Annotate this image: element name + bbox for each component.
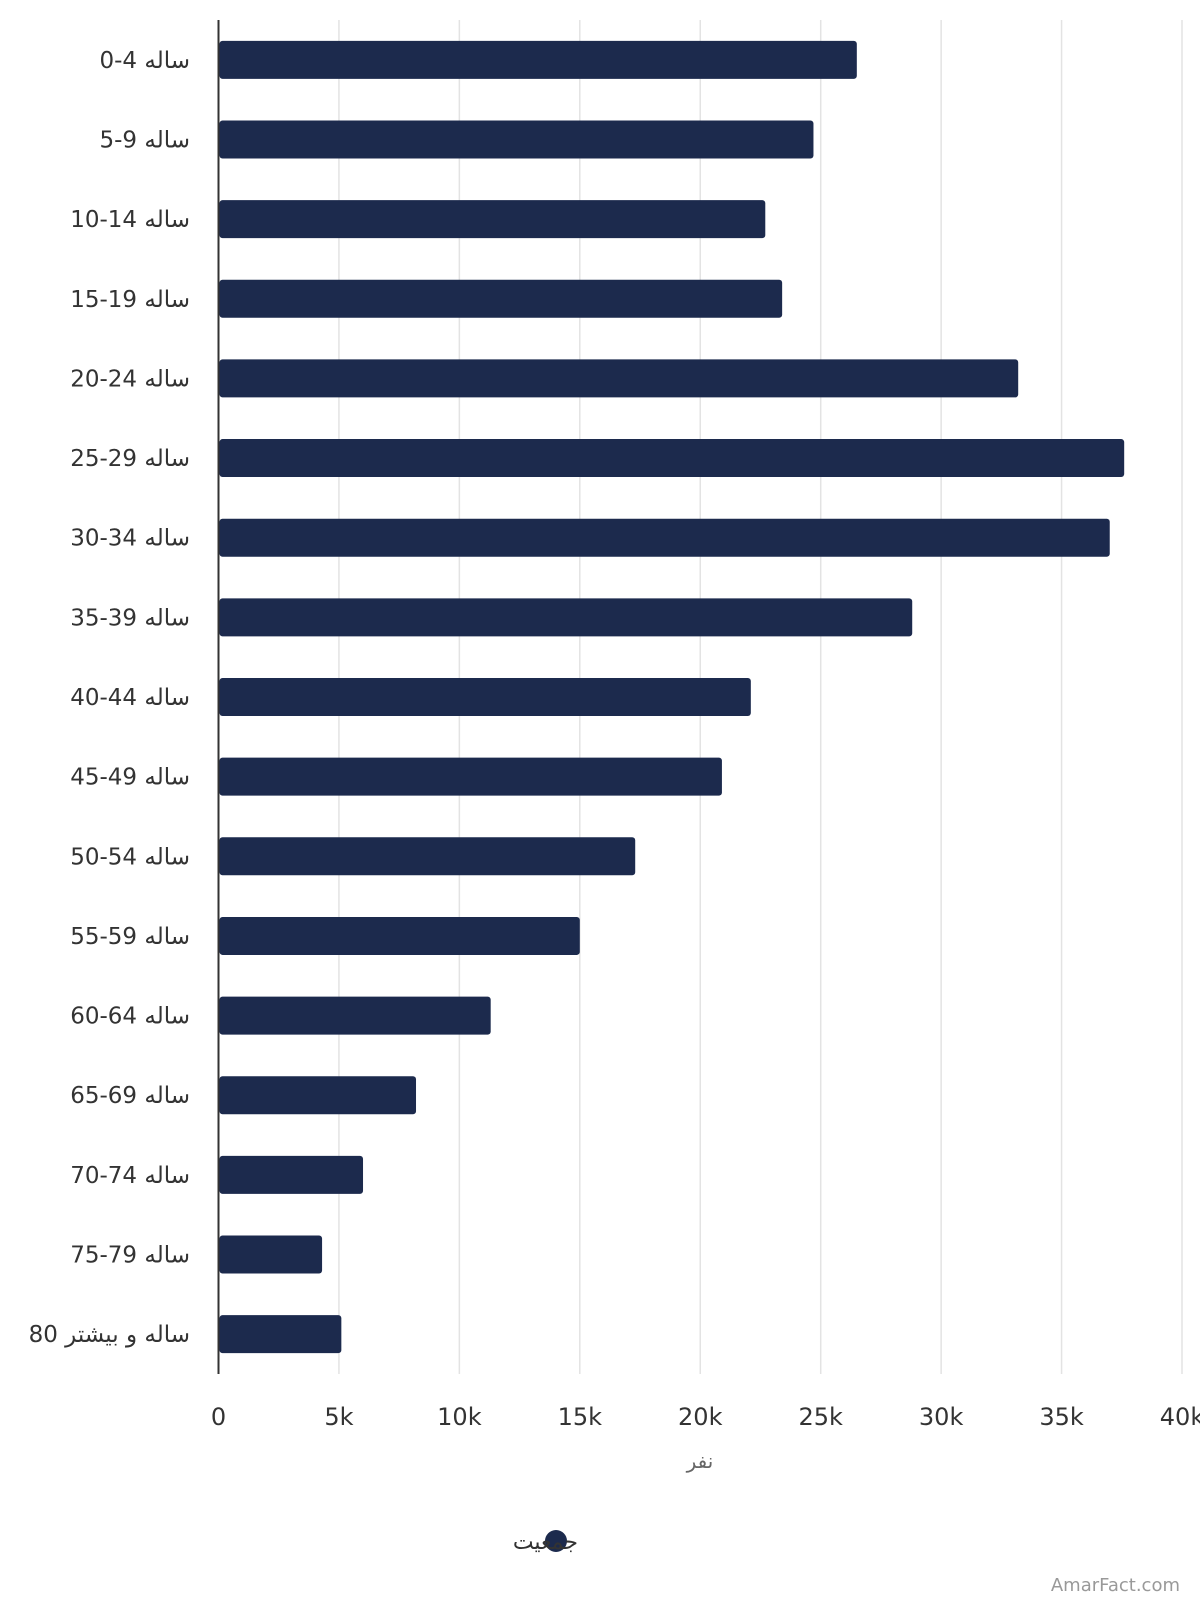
bar[interactable] (219, 359, 1019, 398)
bar[interactable] (219, 598, 913, 637)
bar[interactable] (219, 757, 722, 796)
x-tick-label: 15k (558, 1403, 603, 1431)
bar[interactable] (219, 40, 857, 79)
category-label: 45-49 ساله (70, 765, 190, 791)
x-tick-label: 30k (919, 1403, 964, 1431)
category-label: 50-54 ساله (70, 844, 190, 870)
category-label: 65-69 ساله (70, 1083, 190, 1109)
x-tick-label: 10k (437, 1403, 482, 1431)
bar[interactable] (219, 996, 491, 1035)
x-tick-label: 40k (1160, 1403, 1200, 1431)
category-label: 70-74 ساله (70, 1163, 190, 1189)
category-label: 30-34 ساله (70, 526, 190, 552)
bar[interactable] (219, 1315, 342, 1354)
bar[interactable] (219, 1235, 323, 1274)
x-axis-title: نفر (686, 1449, 714, 1473)
legend[interactable]: جمعیت (513, 1530, 578, 1555)
category-label: 15-19 ساله (70, 287, 190, 313)
category-label: 20-24 ساله (70, 366, 190, 392)
bars (219, 40, 1125, 1354)
bar[interactable] (219, 916, 580, 955)
x-tick-label: 25k (798, 1403, 843, 1431)
bar[interactable] (219, 279, 783, 318)
category-label: 10-14 ساله (70, 207, 190, 233)
category-label: 25-29 ساله (70, 446, 190, 472)
x-tick-label: 20k (678, 1403, 723, 1431)
category-label: 60-64 ساله (70, 1004, 190, 1030)
category-label: 0-4 ساله (99, 48, 190, 74)
bar[interactable] (219, 1155, 364, 1194)
x-tick-label: 5k (324, 1403, 353, 1431)
bar[interactable] (219, 837, 636, 876)
category-label: 35-39 ساله (70, 605, 190, 631)
bar[interactable] (219, 120, 814, 159)
category-label: 55-59 ساله (70, 924, 190, 950)
legend-label: جمعیت (513, 1530, 578, 1555)
watermark-text: AmarFact.com (1051, 1575, 1180, 1596)
x-tick-label: 0 (211, 1403, 226, 1431)
bar[interactable] (219, 439, 1125, 478)
x-tick-label: 35k (1039, 1403, 1084, 1431)
category-label: 75-79 ساله (70, 1243, 190, 1269)
bar[interactable] (219, 518, 1110, 557)
category-label: 80 ساله و بیشتر (29, 1322, 190, 1348)
legend-marker-icon (545, 1530, 567, 1552)
category-label: 40-44 ساله (70, 685, 190, 711)
bar[interactable] (219, 678, 751, 716)
bar[interactable] (219, 1076, 417, 1115)
category-label: 5-9 ساله (99, 127, 190, 153)
category-labels: 0-4 ساله 5-9 ساله 10-14 ساله 15-19 ساله 20-2… (29, 48, 190, 1348)
bar[interactable] (219, 200, 766, 239)
x-tick-labels: 0 5k 10k 15k 20k 25k 30k 35k 40k (211, 1403, 1200, 1431)
